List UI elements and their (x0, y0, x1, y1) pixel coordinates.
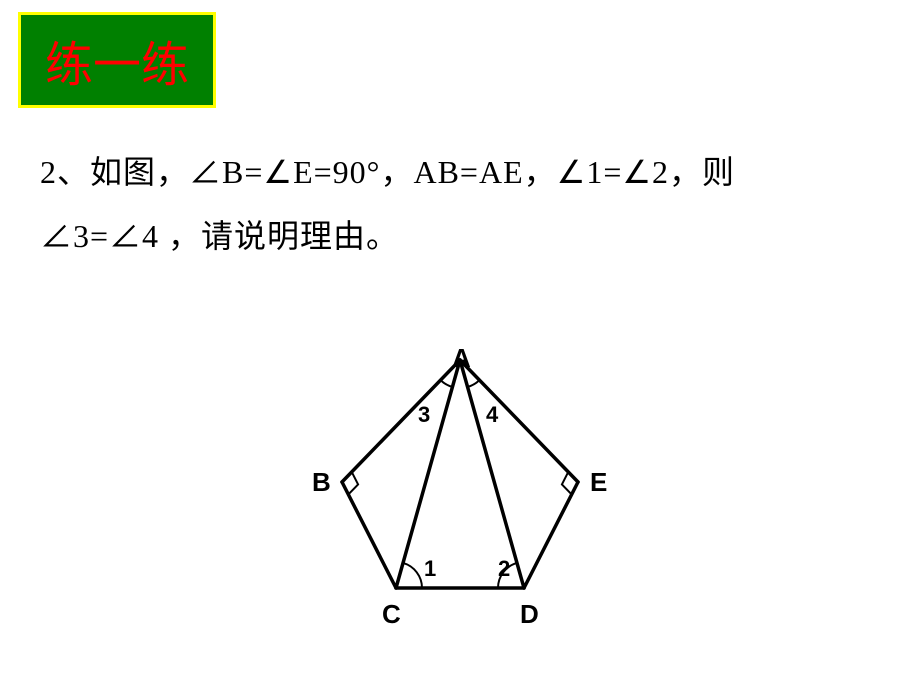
problem-statement: 2、如图，∠B=∠E=90°，AB=AE，∠1=∠2，则 ∠3=∠4 ，请说明理… (40, 140, 880, 268)
vertex-label-B: B (312, 467, 331, 497)
angle-label-1: 1 (424, 556, 436, 581)
title-text: 练一练 (45, 39, 189, 92)
vertex-label-D: D (520, 599, 539, 629)
problem-line-1: 2、如图，∠B=∠E=90°，AB=AE，∠1=∠2，则 (40, 140, 880, 204)
geometry-diagram: A B C D E 1 2 3 4 (290, 330, 630, 630)
title-box: 练一练 (18, 12, 216, 108)
vertex-label-E: E (590, 467, 607, 497)
vertex-label-C: C (382, 599, 401, 629)
angle-label-2: 2 (498, 556, 510, 581)
angle-label-3: 3 (418, 402, 430, 427)
diagram-svg: A B C D E 1 2 3 4 (290, 330, 630, 630)
vertex-label-A: A (452, 343, 471, 373)
angle-label-4: 4 (486, 402, 499, 427)
problem-line-2: ∠3=∠4 ，请说明理由。 (40, 204, 880, 268)
